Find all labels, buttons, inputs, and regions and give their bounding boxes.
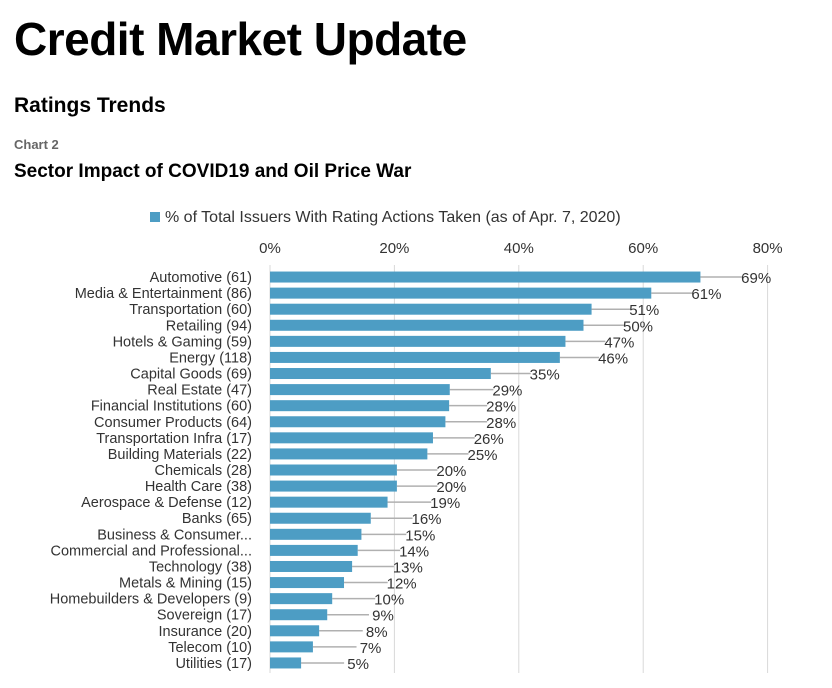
- bar: [270, 609, 328, 621]
- value-label: 20%: [436, 463, 466, 480]
- bar: [270, 303, 592, 315]
- bar: [270, 625, 320, 637]
- category-label: Financial Institutions (60): [91, 399, 252, 415]
- legend-swatch: [150, 212, 160, 222]
- category-label: Banks (65): [182, 511, 252, 527]
- category-label: Energy (118): [169, 350, 252, 366]
- bar: [270, 528, 362, 540]
- chart-title: Sector Impact of COVID19 and Oil Price W…: [14, 161, 412, 182]
- category-label: Metals & Mining (15): [119, 576, 252, 592]
- value-label: 19%: [430, 495, 460, 512]
- value-label: 9%: [372, 608, 394, 625]
- bar: [270, 560, 353, 572]
- category-label: Real Estate (47): [147, 383, 252, 399]
- category-label: Sovereign (17): [157, 608, 252, 624]
- value-label: 15%: [405, 527, 435, 544]
- category-label: Technology (38): [149, 559, 252, 575]
- value-label: 7%: [360, 640, 382, 657]
- value-label: 61%: [691, 286, 721, 303]
- value-label: 35%: [530, 367, 560, 384]
- bar: [270, 335, 566, 347]
- value-label: 14%: [399, 543, 429, 560]
- category-label: Homebuilders & Developers (9): [50, 592, 252, 608]
- value-label: 28%: [486, 415, 516, 432]
- bar: [270, 577, 345, 589]
- value-label: 47%: [604, 334, 634, 351]
- category-label: Hotels & Gaming (59): [113, 334, 252, 350]
- bar: [270, 400, 450, 412]
- category-label: Utilities (17): [175, 656, 252, 672]
- category-label: Transportation (60): [129, 302, 252, 318]
- value-label: 28%: [486, 399, 516, 416]
- bars: [270, 271, 701, 669]
- category-label: Health Care (38): [145, 479, 252, 495]
- category-label: Insurance (20): [159, 624, 253, 640]
- value-label: 8%: [366, 624, 388, 641]
- bar: [270, 496, 388, 508]
- bar: [270, 657, 302, 669]
- leader-lines: [301, 276, 743, 664]
- value-label: 13%: [393, 559, 423, 576]
- value-label: 29%: [492, 383, 522, 400]
- bar: [270, 432, 433, 444]
- x-tick-label: 40%: [504, 240, 534, 257]
- category-label: Capital Goods (69): [130, 367, 252, 383]
- bar: [270, 593, 333, 605]
- bar: [270, 480, 397, 492]
- bar: [270, 641, 313, 653]
- category-label: Aerospace & Defense (12): [81, 495, 252, 511]
- value-label: 69%: [741, 270, 771, 287]
- x-tick-label: 80%: [753, 240, 783, 257]
- category-label: Media & Entertainment (86): [75, 286, 252, 302]
- gridlines: [269, 265, 769, 673]
- x-tick-label: 60%: [628, 240, 658, 257]
- bar: [270, 319, 584, 331]
- x-tick-label: 20%: [379, 240, 409, 257]
- x-axis-tick-labels: 0% 20% 40% 60% 80%: [259, 240, 782, 257]
- value-label: 12%: [387, 576, 417, 593]
- category-label: Commercial and Professional...: [51, 543, 252, 559]
- value-label: 50%: [623, 318, 653, 335]
- value-label: 5%: [347, 656, 369, 673]
- value-label: 51%: [629, 302, 659, 319]
- bar-chart: % of Total Issuers With Rating Actions T…: [50, 209, 783, 673]
- value-label: 26%: [474, 431, 504, 448]
- category-label: Building Materials (22): [108, 447, 252, 463]
- x-tick-label: 0%: [259, 240, 281, 257]
- category-label: Business & Consumer...: [97, 527, 252, 543]
- category-label: Chemicals (28): [155, 463, 253, 479]
- page-title: Credit Market Update: [14, 13, 467, 65]
- bar: [270, 271, 701, 283]
- legend-label: % of Total Issuers With Rating Actions T…: [165, 209, 621, 226]
- bar: [270, 512, 371, 524]
- bar: [270, 464, 397, 476]
- bar: [270, 287, 652, 299]
- bar: [270, 448, 428, 460]
- value-label: 46%: [598, 350, 628, 367]
- bar: [270, 368, 491, 380]
- chart-number-label: Chart 2: [14, 137, 59, 152]
- bar: [270, 351, 560, 363]
- section-title: Ratings Trends: [14, 94, 166, 117]
- value-label: 10%: [374, 592, 404, 609]
- chart-legend: % of Total Issuers With Rating Actions T…: [150, 209, 621, 226]
- bar: [270, 384, 450, 396]
- category-label: Retailing (94): [166, 318, 252, 334]
- category-label: Consumer Products (64): [94, 415, 252, 431]
- bar: [270, 544, 358, 556]
- value-label: 16%: [412, 511, 442, 528]
- bar: [270, 416, 446, 428]
- category-label: Telecom (10): [168, 640, 252, 656]
- value-labels: 69%61%51%50%47%46%35%29%28%28%26%25%20%2…: [347, 270, 771, 673]
- category-label: Automotive (61): [150, 270, 252, 286]
- category-labels: Automotive (61)Media & Entertainment (86…: [50, 270, 252, 672]
- category-label: Transportation Infra (17): [96, 431, 252, 447]
- value-label: 20%: [436, 479, 466, 496]
- value-label: 25%: [467, 447, 497, 464]
